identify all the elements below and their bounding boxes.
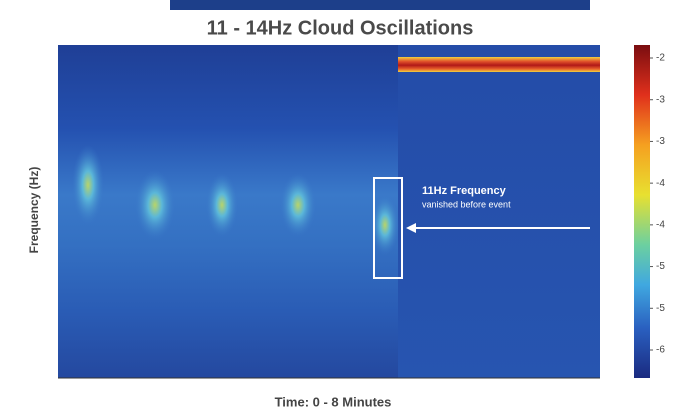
chart: 11 - 14Hz Cloud Oscillations 11Hz Freque…: [0, 0, 675, 414]
energy-blob: [371, 195, 399, 255]
colorbar-label: -3: [656, 136, 665, 147]
energy-blob: [206, 173, 238, 237]
x-axis-label: Time: 0 - 8 Minutes: [275, 394, 392, 409]
chart-title: 11 - 14Hz Cloud Oscillations: [207, 17, 474, 39]
energy-blob: [135, 170, 175, 240]
colorbar: [634, 45, 650, 378]
energy-blob: [280, 173, 316, 237]
hot-band: [398, 57, 600, 72]
colorbar-label: -4: [656, 178, 665, 189]
y-axis-label: Frequency (Hz): [27, 167, 41, 254]
colorbar-label: -5: [656, 303, 665, 314]
colorbar-label: -6: [656, 345, 665, 356]
colorbar-label: -2: [656, 53, 665, 64]
colorbar-label: -5: [656, 261, 665, 272]
top-strip: [170, 0, 590, 10]
plot-area: 11Hz Frequency vanished before event: [58, 45, 600, 378]
annotation-title: 11Hz Frequency: [422, 185, 507, 197]
energy-blob: [72, 145, 104, 225]
spectrogram-right: [398, 45, 600, 378]
annotation-subtitle: vanished before event: [422, 199, 511, 209]
colorbar-labels: -2 -3 -3 -4 -4 -5 -5 -6: [650, 53, 665, 356]
colorbar-label: -4: [656, 219, 665, 230]
colorbar-label: -3: [656, 94, 665, 105]
